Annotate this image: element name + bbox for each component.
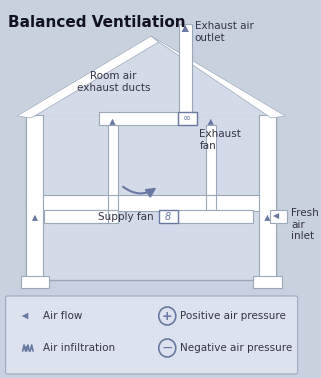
Bar: [26, 115, 276, 280]
Bar: [26, 115, 43, 280]
Text: Air infiltration: Air infiltration: [42, 343, 115, 353]
Polygon shape: [17, 36, 159, 118]
Bar: [206, 195, 216, 210]
Bar: [108, 195, 118, 210]
FancyBboxPatch shape: [6, 296, 298, 374]
Text: Supply fan: Supply fan: [99, 212, 154, 222]
Bar: [108, 125, 118, 195]
Text: ∞: ∞: [183, 113, 191, 124]
Text: Balanced Ventilation: Balanced Ventilation: [8, 15, 185, 30]
Bar: [178, 210, 253, 223]
Polygon shape: [17, 36, 285, 116]
Bar: [178, 112, 196, 125]
Text: Positive air pressure: Positive air pressure: [180, 311, 286, 321]
Bar: [26, 195, 276, 211]
Bar: [99, 112, 178, 125]
Bar: [206, 125, 216, 195]
Bar: [178, 24, 192, 118]
Bar: [49, 210, 118, 223]
Text: 8: 8: [165, 212, 171, 222]
Text: −: −: [161, 341, 173, 355]
Bar: [159, 210, 178, 223]
Text: Exhaust air
outlet: Exhaust air outlet: [195, 21, 254, 43]
Bar: [44, 210, 108, 223]
Bar: [185, 112, 196, 125]
Bar: [259, 115, 276, 280]
Text: Room air
exhaust ducts: Room air exhaust ducts: [77, 71, 150, 93]
Text: Exhaust
fan: Exhaust fan: [199, 129, 241, 150]
Bar: [270, 210, 287, 223]
Bar: [253, 276, 282, 288]
Polygon shape: [151, 36, 285, 118]
Text: Negative air pressure: Negative air pressure: [180, 343, 293, 353]
Text: Fresh
air
inlet: Fresh air inlet: [291, 208, 319, 241]
Text: +: +: [162, 310, 173, 322]
Bar: [21, 276, 49, 288]
Text: Air flow: Air flow: [42, 311, 82, 321]
